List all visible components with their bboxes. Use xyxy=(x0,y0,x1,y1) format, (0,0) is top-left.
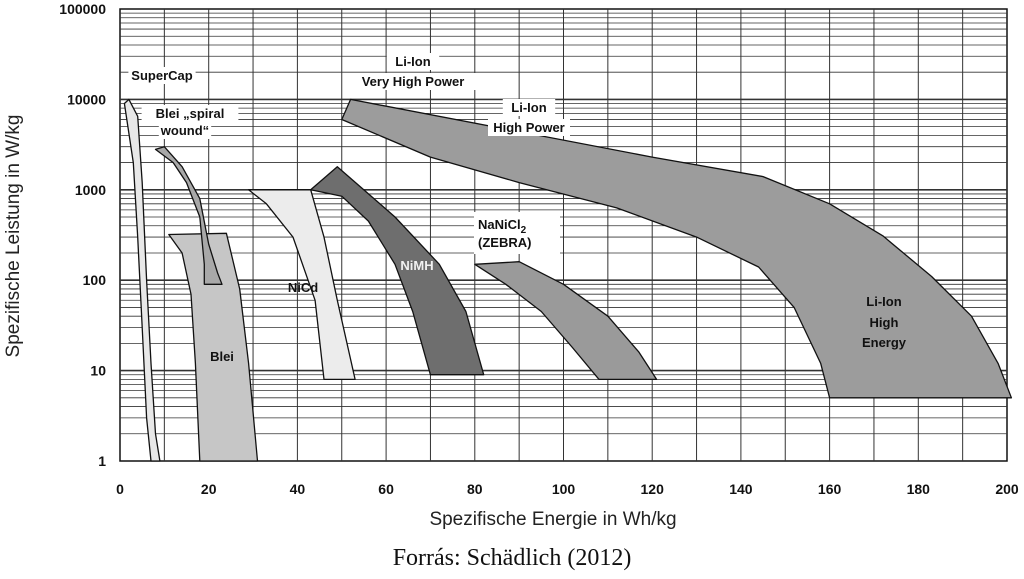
label-backdrop xyxy=(502,99,556,116)
label-subscript: 2 xyxy=(521,225,527,236)
label-text: (ZEBRA) xyxy=(478,235,531,250)
y-tick-label: 10 xyxy=(90,363,106,379)
label-zebra: NaNiCl2(ZEBRA) xyxy=(474,212,560,254)
y-tick-label: 1 xyxy=(98,453,106,469)
y-axis-title: Spezifische Leistung in W/kg xyxy=(3,115,24,358)
label-text: SuperCap xyxy=(131,68,192,83)
label-layer: SuperCap Blei „spiral wound“ Blei NiCd NiMH Li… xyxy=(128,53,907,364)
region-li-ion xyxy=(341,98,1013,399)
label-liion-he-2: High xyxy=(870,315,899,330)
label-liion-hp-1: Li-Ion xyxy=(502,99,556,116)
label-backdrop xyxy=(349,73,477,90)
region-layer xyxy=(123,98,1013,462)
x-tick-label: 160 xyxy=(818,481,842,497)
label-backdrop xyxy=(488,119,570,136)
region-zebra xyxy=(474,261,658,381)
label-backdrop xyxy=(386,53,440,70)
label-text: NaNiCl2 xyxy=(478,217,527,236)
label-supercap: SuperCap xyxy=(128,67,196,84)
x-tick-label: 140 xyxy=(729,481,753,497)
region-supercap xyxy=(123,98,161,462)
y-tick-label: 100 xyxy=(83,272,107,288)
label-text: Very High Power xyxy=(362,74,465,89)
label-backdrop xyxy=(474,212,560,254)
label-text: High xyxy=(870,315,899,330)
label-text: Li-Ion xyxy=(511,100,546,115)
y-tick-label: 10000 xyxy=(67,91,106,107)
x-tick-label: 200 xyxy=(995,481,1019,497)
label-text: NiMH xyxy=(400,258,433,273)
label-text: Li-Ion xyxy=(395,54,430,69)
label-text: Blei xyxy=(210,349,234,364)
label-liion-vhp-1: Li-Ion xyxy=(386,53,440,70)
label-text: NiCd xyxy=(288,280,318,295)
label-liion-vhp-2: Very High Power xyxy=(349,73,477,90)
x-tick-label: 180 xyxy=(907,481,931,497)
label-blei-spiral-1: Blei „spiral xyxy=(141,105,239,122)
x-tick-label: 120 xyxy=(641,481,665,497)
label-text: High Power xyxy=(493,120,565,135)
label-liion-hp-2: High Power xyxy=(488,119,570,136)
label-backdrop xyxy=(141,105,239,122)
label-text: Li-Ion xyxy=(866,294,901,309)
label-blei-spiral-2: wound“ xyxy=(158,122,212,139)
x-tick-label: 20 xyxy=(201,481,217,497)
label-blei: Blei xyxy=(210,349,234,364)
region-nicd xyxy=(247,189,356,381)
tick-layer: 0 20 40 60 80 100 120 140 160 180 200 1 10 100 1000 100… xyxy=(59,1,1019,497)
region-blei-spiral xyxy=(154,146,223,285)
y-tick-label: 1000 xyxy=(75,182,106,198)
label-liion-he-1: Li-Ion xyxy=(866,294,901,309)
chart: 0 20 40 60 80 100 120 140 160 180 200 1 10 100 1000 100… xyxy=(3,1,1019,530)
label-nimh: NiMH xyxy=(400,258,433,273)
x-tick-label: 100 xyxy=(552,481,576,497)
source-caption: Forrás: Schädlich (2012) xyxy=(392,545,632,571)
x-tick-label: 60 xyxy=(378,481,394,497)
region-blei xyxy=(168,232,259,462)
label-nicd: NiCd xyxy=(288,280,318,295)
label-liion-he-3: Energy xyxy=(862,335,907,350)
x-tick-label: 80 xyxy=(467,481,483,497)
x-tick-label: 40 xyxy=(290,481,306,497)
label-text: Blei „spiral xyxy=(156,106,225,121)
x-axis-title: Spezifische Energie in Wh/kg xyxy=(429,509,676,530)
label-text: wound“ xyxy=(160,123,209,138)
x-tick-label: 0 xyxy=(116,481,124,497)
region-nimh xyxy=(310,166,485,376)
label-text: Energy xyxy=(862,335,907,350)
y-tick-label: 100000 xyxy=(59,1,106,17)
label-backdrop xyxy=(128,67,196,84)
label-backdrop xyxy=(158,122,212,139)
